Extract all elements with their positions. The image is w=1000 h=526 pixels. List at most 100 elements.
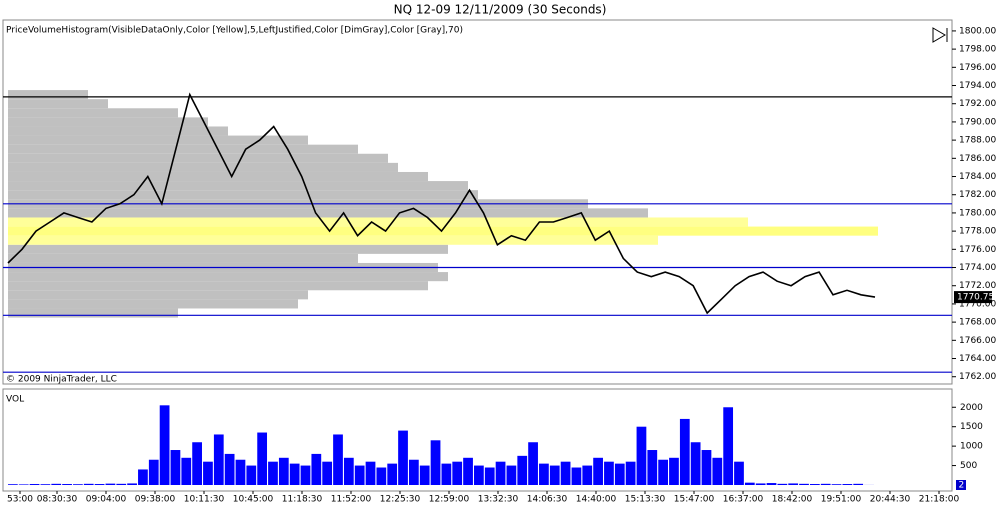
volume-label: VOL	[6, 395, 24, 405]
histogram-bar	[8, 163, 398, 172]
volume-bar	[658, 460, 668, 485]
volume-bar	[257, 433, 267, 485]
volume-bar	[41, 484, 51, 485]
volume-bar	[474, 466, 484, 485]
x-tick-label: 19:51:00	[821, 495, 862, 505]
volume-bar	[691, 442, 701, 485]
volume-bar	[745, 483, 755, 485]
volume-bar	[62, 484, 72, 485]
histogram-bar	[8, 181, 468, 190]
x-tick-label: 11:52:00	[331, 495, 372, 505]
volume-bar	[73, 484, 83, 485]
volume-bar	[702, 450, 712, 485]
histogram-bar	[8, 90, 88, 99]
y-tick-label: 1770.00	[959, 299, 996, 309]
volume-bar	[463, 458, 473, 485]
volume-bar	[290, 464, 300, 485]
volume-bar	[734, 462, 744, 485]
volume-bar	[387, 464, 397, 485]
histogram-bar	[8, 272, 448, 281]
histogram-bar	[8, 99, 108, 108]
volume-bar	[333, 434, 343, 485]
x-tick-label: 09:04:00	[86, 495, 127, 505]
y-tick-label: 1792.00	[959, 99, 996, 109]
histogram-bar	[8, 245, 448, 254]
volume-bar	[301, 466, 311, 485]
volume-bar	[528, 442, 538, 485]
volume-bar	[604, 462, 614, 485]
volume-tick-label: 2000	[960, 403, 983, 413]
volume-bar	[539, 464, 549, 485]
x-tick-label: 10:11:30	[184, 495, 225, 505]
copyright: © 2009 NinjaTrader, LLC	[6, 375, 117, 385]
x-tick-label: 21:18:00	[919, 495, 960, 505]
x-tick-label: 13:32:30	[478, 495, 519, 505]
histogram-bar	[8, 145, 358, 154]
histogram-bar	[8, 108, 178, 117]
volume-bar	[853, 484, 863, 485]
volume-bar	[550, 466, 560, 485]
histogram-bar	[8, 290, 308, 299]
volume-bar	[344, 458, 354, 485]
x-tick-label: 18:42:00	[772, 495, 813, 505]
volume-bar	[279, 458, 289, 485]
y-tick-label: 1768.00	[959, 318, 996, 328]
volume-bar	[127, 483, 137, 485]
x-tick-label: 12:25:30	[380, 495, 421, 505]
volume-bar	[181, 458, 191, 485]
chart-title: NQ 12-09 12/11/2009 (30 Seconds)	[394, 3, 607, 17]
volume-tick-label: 500	[960, 461, 977, 471]
y-tick-label: 1766.00	[959, 336, 996, 346]
indicator-label: PriceVolumeHistogram(VisibleDataOnly,Col…	[6, 26, 463, 36]
volume-bar	[723, 407, 733, 485]
volume-bar	[95, 484, 105, 485]
volume-bar	[192, 442, 202, 485]
volume-bar	[149, 460, 159, 485]
y-tick-label: 1776.00	[959, 245, 996, 255]
y-tick-label: 1782.00	[959, 190, 996, 200]
volume-bar	[485, 468, 495, 485]
volume-bar	[246, 466, 256, 485]
volume-bar	[225, 454, 235, 485]
volume-bar	[8, 484, 18, 485]
y-tick-label: 1780.00	[959, 208, 996, 218]
volume-bar	[322, 462, 332, 485]
volume-bar	[777, 484, 787, 485]
volume-bar	[712, 458, 722, 485]
y-tick-label: 1778.00	[959, 227, 996, 237]
x-tick-label: 53:00	[7, 495, 33, 505]
histogram-bar	[8, 236, 658, 245]
volume-tick-label: 1000	[960, 442, 983, 452]
y-tick-label: 1786.00	[959, 154, 996, 164]
volume-bar	[821, 484, 831, 485]
volume-bar	[30, 484, 40, 485]
histogram-bar	[8, 254, 358, 263]
volume-bar	[84, 484, 94, 485]
volume-bar	[116, 484, 126, 485]
histogram-bar	[8, 154, 388, 163]
x-tick-label: 15:47:00	[674, 495, 715, 505]
histogram-bar	[8, 117, 208, 126]
volume-bar	[311, 454, 321, 485]
volume-bar	[615, 464, 625, 485]
volume-bar	[214, 434, 224, 485]
volume-bar	[355, 466, 365, 485]
histogram-bar	[8, 299, 298, 308]
x-tick-label: 10:45:00	[233, 495, 274, 505]
y-tick-label: 1790.00	[959, 117, 996, 127]
volume-bar	[810, 484, 820, 485]
volume-bar	[637, 427, 647, 485]
x-tick-label: 08:30:30	[37, 495, 78, 505]
volume-bar	[398, 431, 408, 485]
volume-bar	[431, 440, 441, 485]
volume-bar	[160, 405, 170, 485]
volume-bar	[669, 458, 679, 485]
volume-bar	[452, 462, 462, 485]
volume-bar	[517, 456, 527, 485]
histogram-bar	[8, 172, 428, 181]
y-tick-label: 1788.00	[959, 136, 996, 146]
volume-bar	[203, 462, 213, 485]
volume-bar	[409, 460, 419, 485]
volume-bar	[647, 450, 657, 485]
